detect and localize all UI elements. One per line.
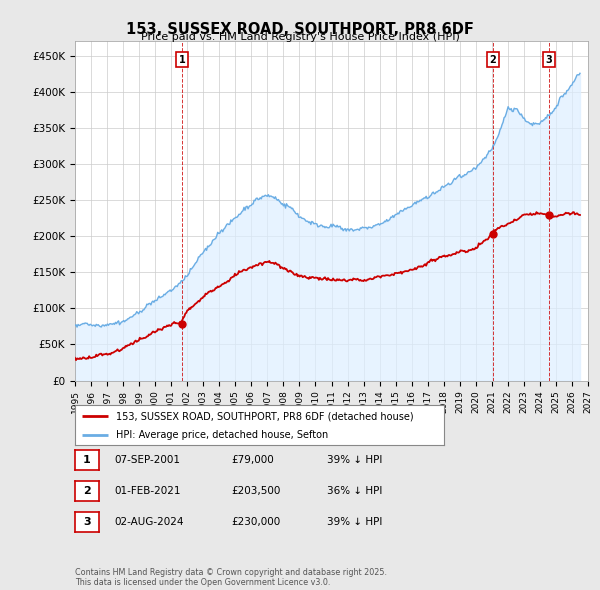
- Text: Contains HM Land Registry data © Crown copyright and database right 2025.
This d: Contains HM Land Registry data © Crown c…: [75, 568, 387, 587]
- Text: 39% ↓ HPI: 39% ↓ HPI: [327, 455, 382, 465]
- Text: HPI: Average price, detached house, Sefton: HPI: Average price, detached house, Seft…: [116, 430, 328, 440]
- Text: 2: 2: [490, 55, 496, 65]
- Text: 3: 3: [83, 517, 91, 526]
- Text: 2: 2: [83, 486, 91, 496]
- Text: 153, SUSSEX ROAD, SOUTHPORT, PR8 6DF (detached house): 153, SUSSEX ROAD, SOUTHPORT, PR8 6DF (de…: [116, 411, 413, 421]
- Text: 153, SUSSEX ROAD, SOUTHPORT, PR8 6DF: 153, SUSSEX ROAD, SOUTHPORT, PR8 6DF: [126, 22, 474, 37]
- Text: 36% ↓ HPI: 36% ↓ HPI: [327, 486, 382, 496]
- Text: 02-AUG-2024: 02-AUG-2024: [114, 517, 184, 526]
- Text: 07-SEP-2001: 07-SEP-2001: [114, 455, 180, 465]
- Text: 1: 1: [179, 55, 185, 65]
- Text: 1: 1: [83, 455, 91, 465]
- Text: £230,000: £230,000: [231, 517, 280, 526]
- Text: 01-FEB-2021: 01-FEB-2021: [114, 486, 181, 496]
- Text: 3: 3: [546, 55, 553, 65]
- Text: Price paid vs. HM Land Registry's House Price Index (HPI): Price paid vs. HM Land Registry's House …: [140, 32, 460, 42]
- Text: £203,500: £203,500: [231, 486, 280, 496]
- Text: £79,000: £79,000: [231, 455, 274, 465]
- Text: 39% ↓ HPI: 39% ↓ HPI: [327, 517, 382, 526]
